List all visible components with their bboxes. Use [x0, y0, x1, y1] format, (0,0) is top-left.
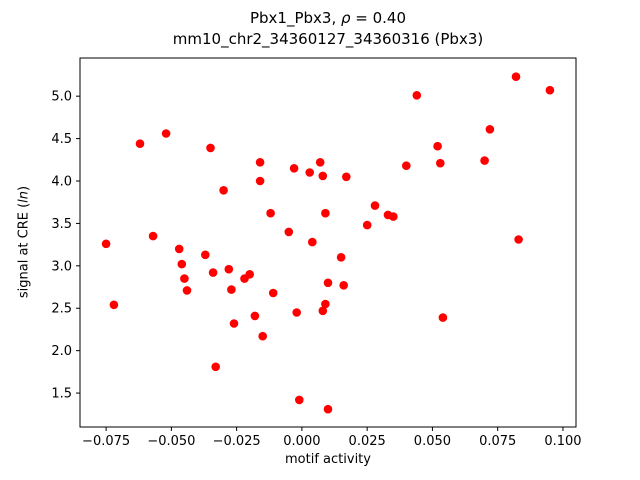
scatter-point — [545, 85, 555, 95]
scatter-point — [148, 231, 158, 241]
scatter-point — [135, 139, 145, 148]
scatter-point — [284, 227, 294, 237]
scatter-point — [323, 404, 333, 414]
scatter-point — [412, 91, 422, 100]
scatter-point — [436, 158, 445, 168]
scatter-point — [201, 250, 210, 260]
scatter-point — [318, 171, 328, 181]
y-tick-label: 4.0 — [51, 175, 72, 190]
x-tick-label: 0.000 — [283, 434, 320, 449]
x-tick-label: 0.050 — [414, 434, 451, 449]
scatter-point — [266, 208, 275, 218]
scatter-point — [219, 186, 228, 195]
rho-symbol: ρ — [340, 9, 351, 27]
scatter-point — [101, 239, 111, 249]
scatter-point — [174, 244, 184, 254]
y-tick-label: 3.5 — [51, 217, 72, 232]
scatter-point — [255, 176, 265, 186]
y-tick-label: 3.0 — [51, 259, 72, 274]
scatter-point — [206, 143, 215, 153]
scatter-point — [180, 274, 189, 283]
scatter-point — [268, 288, 278, 298]
scatter-point — [389, 212, 398, 221]
x-tick-label: 0.025 — [349, 434, 386, 449]
y-tick-label: 1.5 — [51, 387, 72, 402]
scatter-point — [433, 141, 442, 151]
y-tick-label: 2.0 — [51, 344, 72, 359]
y-tick-label: 2.5 — [51, 302, 72, 317]
scatter-point — [227, 285, 236, 294]
scatter-point — [402, 161, 411, 170]
x-tick-label: −0.025 — [213, 434, 261, 449]
scatter-point — [315, 158, 325, 167]
scatter-point — [229, 319, 239, 328]
scatter-point — [511, 72, 521, 81]
scatter-point — [342, 172, 351, 182]
scatter-point — [292, 308, 302, 317]
chart-title-prefix: Pbx1_Pbx3, — [249, 9, 341, 27]
scatter-point — [305, 168, 315, 177]
scatter-point — [109, 300, 119, 310]
x-tick-label: −0.075 — [82, 434, 130, 449]
plot-frame — [79, 57, 577, 428]
scatter-point — [295, 395, 304, 405]
scatter-point — [177, 259, 187, 269]
x-tick-label: 0.075 — [479, 434, 516, 449]
scatter-point — [161, 129, 171, 138]
scatter-point — [208, 268, 218, 277]
scatter-point — [258, 331, 268, 341]
scatter-point — [323, 278, 333, 288]
scatter-point — [514, 235, 523, 244]
chart-title-suffix: = 0.40 — [350, 9, 407, 27]
y-tick-label: 4.5 — [51, 132, 72, 147]
x-tick-label: 0.100 — [544, 434, 581, 449]
scatter-point — [321, 208, 330, 218]
scatter-point — [245, 270, 254, 279]
scatter-point — [362, 220, 372, 230]
x-axis-label: motif activity — [285, 452, 371, 467]
scatter-point — [250, 311, 260, 321]
scatter-point — [321, 299, 330, 309]
scatter-point — [370, 201, 380, 210]
scatter-point — [438, 313, 448, 322]
scatter-point — [339, 281, 349, 290]
scatter-point — [289, 164, 299, 173]
scatter-point — [318, 306, 328, 316]
scatter-point — [308, 237, 317, 247]
chart-title: Pbx1_Pbx3, ρ = 0.40 — [80, 9, 576, 29]
scatter-point — [255, 158, 265, 167]
x-tick-label: −0.050 — [147, 434, 195, 449]
scatter-point — [224, 264, 234, 274]
y-tick-label: 5.0 — [51, 90, 72, 105]
scatter-point — [182, 286, 192, 295]
scatter-point — [336, 252, 346, 262]
chart-subtitle: mm10_chr2_34360127_34360316 (Pbx3) — [172, 30, 484, 48]
scatter-point — [211, 362, 220, 372]
scatter-point — [485, 125, 495, 134]
scatter-point — [480, 156, 489, 165]
